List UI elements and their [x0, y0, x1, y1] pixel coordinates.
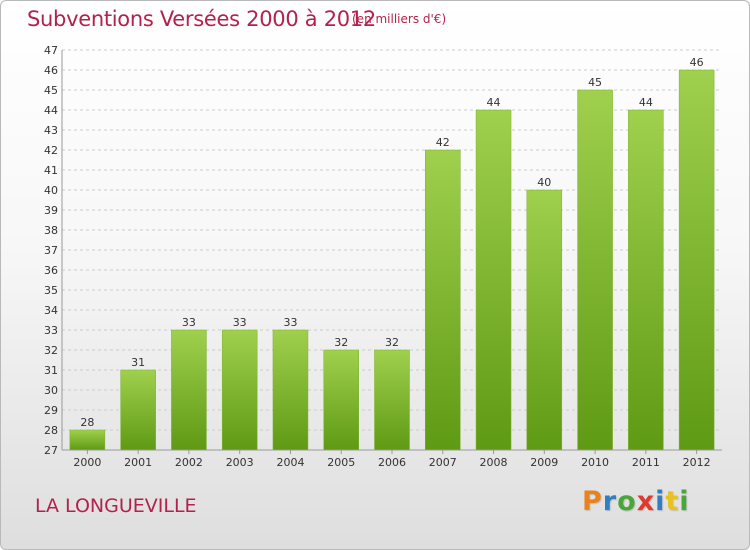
y-tick-label: 30 [44, 384, 58, 397]
data-label-2008: 44 [487, 96, 501, 109]
data-label-2003: 33 [233, 316, 247, 329]
data-label-2000: 28 [80, 416, 94, 429]
x-tick-label: 2008 [480, 456, 508, 469]
chart-subtitle: (en milliers d'€) [352, 12, 447, 26]
bar-2006 [374, 349, 410, 451]
logo-letter: r [602, 486, 618, 517]
x-tick-label: 2005 [327, 456, 355, 469]
bars [69, 69, 715, 451]
logo-letter: i [679, 486, 690, 517]
x-axis-ticks: 2000 2001 2002 2003 2004 2005 2006 2007 2008 2009… [73, 450, 711, 469]
data-label-2001: 31 [131, 356, 145, 369]
y-tick-label: 46 [44, 64, 58, 77]
x-tick-label: 2011 [632, 456, 660, 469]
y-tick-label: 47 [44, 44, 58, 57]
y-tick-label: 40 [44, 184, 58, 197]
bar-2004 [272, 329, 309, 451]
x-tick-label: 2012 [683, 456, 711, 469]
data-label-2004: 33 [283, 316, 297, 329]
y-tick-label: 32 [44, 344, 58, 357]
y-tick-label: 35 [44, 284, 58, 297]
bar-2002 [171, 329, 207, 451]
proxiti-logo: Proxiti [582, 486, 690, 517]
bar-2005 [323, 349, 359, 451]
logo-letter: P [582, 486, 603, 517]
logo-letter: i [655, 486, 666, 517]
y-tick-label: 33 [44, 324, 58, 337]
y-tick-label: 38 [44, 224, 58, 237]
y-tick-label: 41 [44, 164, 58, 177]
x-tick-label: 2003 [226, 456, 254, 469]
y-tick-label: 29 [44, 404, 58, 417]
y-tick-label: 31 [44, 364, 58, 377]
bar-2003 [221, 329, 258, 451]
bar-2010 [577, 89, 613, 451]
data-label-2011: 44 [639, 96, 653, 109]
y-tick-label: 39 [44, 204, 58, 217]
x-tick-label: 2004 [276, 456, 304, 469]
y-tick-label: 27 [44, 444, 58, 457]
data-label-2010: 45 [588, 76, 602, 89]
bar-2009 [526, 189, 563, 451]
x-tick-label: 2002 [175, 456, 203, 469]
y-tick-label: 34 [44, 304, 58, 317]
y-tick-label: 44 [44, 104, 58, 117]
data-label-2009: 40 [537, 176, 551, 189]
place-name: LA LONGUEVILLE [35, 495, 197, 517]
bar-2012 [678, 69, 715, 451]
data-label-2002: 33 [182, 316, 196, 329]
x-tick-label: 2006 [378, 456, 406, 469]
logo-letter: x [636, 486, 656, 517]
bar-2001 [120, 369, 156, 451]
x-tick-label: 2009 [530, 456, 558, 469]
x-tick-label: 2001 [124, 456, 152, 469]
x-tick-label: 2010 [581, 456, 609, 469]
y-axis-ticks: 27 28 29 30 31 32 33 34 35 36 37 38 39 40 41 42 43 44 45 46… [44, 44, 58, 457]
logo-letter: t [665, 486, 680, 517]
logo-letter: o [617, 486, 637, 517]
y-tick-label: 43 [44, 124, 58, 137]
x-tick-label: 2000 [73, 456, 101, 469]
bar-2000 [69, 429, 106, 451]
data-labels: 28 31 33 33 33 32 32 42 44 40 45 44 46 [80, 56, 703, 429]
y-tick-label: 42 [44, 144, 58, 157]
bar-2007 [425, 149, 461, 451]
data-label-2007: 42 [436, 136, 450, 149]
x-tick-label: 2007 [429, 456, 457, 469]
data-label-2012: 46 [690, 56, 704, 69]
data-label-2006: 32 [385, 336, 399, 349]
y-tick-label: 36 [44, 264, 58, 277]
bar-2011 [628, 109, 664, 451]
chart-title: Subventions Versées 2000 à 2012 [27, 7, 376, 31]
bar-2008 [475, 109, 512, 451]
y-tick-label: 28 [44, 424, 58, 437]
data-label-2005: 32 [334, 336, 348, 349]
y-tick-label: 37 [44, 244, 58, 257]
y-tick-label: 45 [44, 84, 58, 97]
